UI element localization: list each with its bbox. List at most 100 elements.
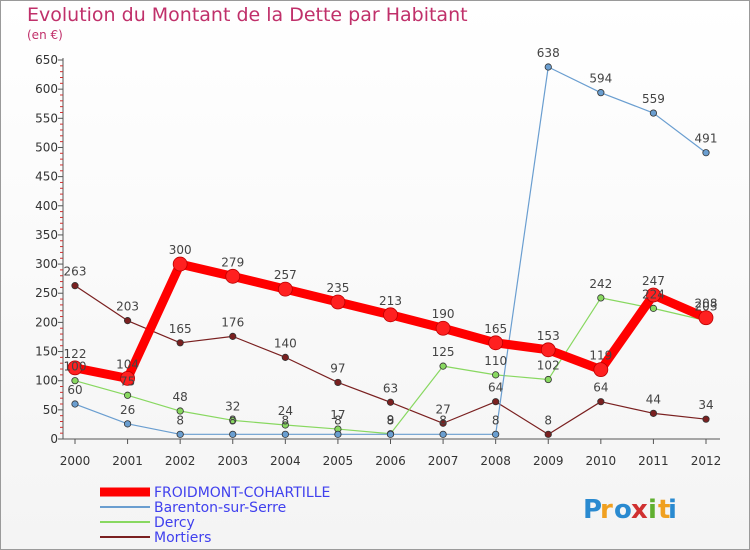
data-point xyxy=(225,268,241,284)
y-tick-label: 550 xyxy=(35,111,58,125)
y-tick-label: 650 xyxy=(35,53,58,67)
data-label: 100 xyxy=(64,360,87,374)
data-label: 8 xyxy=(387,413,395,427)
data-label: 26 xyxy=(120,403,135,417)
data-point xyxy=(439,430,447,438)
data-point xyxy=(330,294,346,310)
data-label: 491 xyxy=(695,132,718,146)
data-label: 102 xyxy=(537,359,560,373)
logo-letter: o xyxy=(614,495,632,525)
x-tick-label: 2000 xyxy=(60,454,91,468)
data-point xyxy=(123,391,132,399)
data-point xyxy=(649,304,658,312)
data-point xyxy=(593,362,609,378)
data-point xyxy=(334,430,342,438)
data-point xyxy=(540,342,556,358)
data-label: 247 xyxy=(642,274,665,288)
data-label: 8 xyxy=(334,413,342,427)
data-label: 235 xyxy=(326,281,349,295)
data-label: 8 xyxy=(176,413,184,427)
data-point xyxy=(71,377,79,385)
x-tick-label: 2010 xyxy=(586,454,617,468)
legend-label: Barenton-sur-Serre xyxy=(154,500,286,516)
x-tick-label: 2005 xyxy=(323,454,354,468)
y-tick-label: 400 xyxy=(35,199,58,213)
y-tick-label: 150 xyxy=(35,345,58,359)
data-label: 32 xyxy=(225,399,240,413)
data-label: 559 xyxy=(642,92,665,106)
data-point xyxy=(334,378,342,387)
data-point xyxy=(435,320,451,336)
data-point xyxy=(120,370,135,386)
data-label: 190 xyxy=(432,307,455,321)
x-tick-label: 2011 xyxy=(638,454,669,468)
y-tick-label: 350 xyxy=(35,228,58,242)
data-point xyxy=(176,407,184,415)
x-tick-label: 2008 xyxy=(480,454,511,468)
data-label: 8 xyxy=(282,413,290,427)
data-point xyxy=(597,398,605,406)
logo-letter: P xyxy=(583,495,602,525)
data-label: 122 xyxy=(64,347,87,361)
axes: 0 50 100 150 200 250 300 350 400 450 500 550 600 650 2… xyxy=(35,53,721,468)
legend-label: Mortiers xyxy=(154,530,211,546)
x-tick-label: 2009 xyxy=(533,454,564,468)
data-label: 208 xyxy=(695,297,718,311)
data-label: 203 xyxy=(695,300,718,314)
logo-letter: i xyxy=(668,495,677,525)
logo-letter: x xyxy=(631,495,648,525)
data-point xyxy=(492,371,500,379)
data-label: 257 xyxy=(274,268,297,282)
data-label: 8 xyxy=(439,413,447,427)
data-point xyxy=(172,256,188,272)
data-point xyxy=(439,362,447,370)
y-tick-label: 50 xyxy=(43,403,58,417)
data-label: 125 xyxy=(432,345,455,359)
data-label: 24 xyxy=(278,404,293,418)
data-point xyxy=(649,409,658,417)
data-point xyxy=(229,332,237,340)
data-point xyxy=(229,430,237,438)
data-point xyxy=(176,430,184,438)
data-point xyxy=(281,421,289,429)
data-point xyxy=(123,317,132,325)
data-point xyxy=(597,294,605,302)
legend-label: FROIDMONT-COHARTILLE xyxy=(154,485,330,501)
data-label: 75 xyxy=(120,374,135,388)
data-point xyxy=(492,430,500,438)
data-label: 97 xyxy=(330,361,345,375)
data-point xyxy=(281,353,289,361)
data-point xyxy=(649,109,658,117)
x-tick-label: 2006 xyxy=(375,454,406,468)
data-point xyxy=(439,419,447,427)
data-point xyxy=(176,339,184,347)
y-tick-label: 600 xyxy=(35,82,58,96)
logo-letter: i xyxy=(648,495,657,525)
data-label: 8 xyxy=(544,413,552,427)
data-point xyxy=(488,335,504,351)
data-point xyxy=(698,310,714,326)
y-tick-label: 250 xyxy=(35,286,58,300)
chart-title: Evolution du Montant de la Dette par Hab… xyxy=(27,4,468,26)
legend: FROIDMONT-COHARTILLEBarenton-sur-SerreDe… xyxy=(100,485,330,546)
data-label: 279 xyxy=(221,255,244,269)
data-label: 48 xyxy=(173,390,188,404)
data-label: 60 xyxy=(67,383,82,397)
data-label: 165 xyxy=(484,322,507,336)
data-point xyxy=(123,420,132,428)
data-point xyxy=(67,360,83,376)
y-tick-label: 500 xyxy=(35,140,58,154)
data-point xyxy=(71,400,79,408)
data-label: 638 xyxy=(537,46,560,60)
data-point xyxy=(544,430,552,438)
data-label: 34 xyxy=(698,398,713,412)
data-label: 203 xyxy=(116,300,139,314)
data-point xyxy=(71,282,79,290)
data-label: 242 xyxy=(589,277,612,291)
data-label: 17 xyxy=(330,408,345,422)
data-points xyxy=(67,63,714,438)
data-label: 140 xyxy=(274,336,297,350)
proxiti-logo: Pr o x i ti xyxy=(583,495,677,525)
x-tick-label: 2012 xyxy=(691,454,722,468)
